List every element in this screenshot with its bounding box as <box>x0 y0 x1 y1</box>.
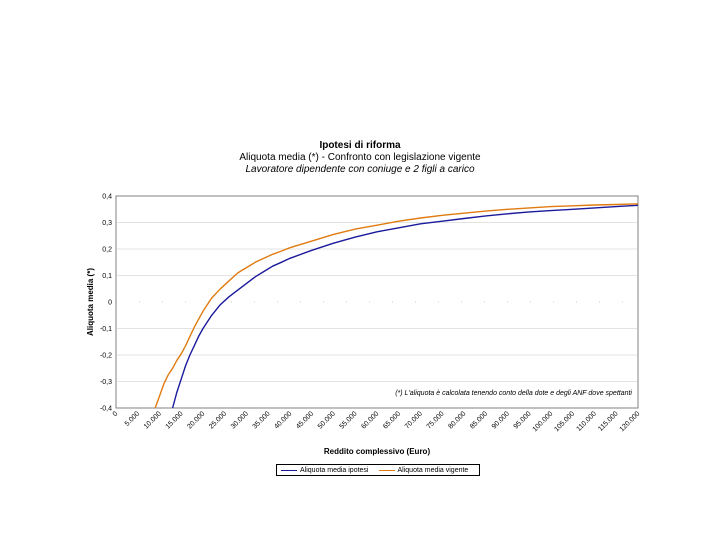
legend-label-ipotesi: Aliquota media ipotesi <box>300 466 369 474</box>
x-tick-label: 95.000 <box>513 410 533 430</box>
x-tick-label: 45.000 <box>295 410 315 430</box>
legend-label-vigente: Aliquota media vigente <box>397 466 469 474</box>
chart-subtitle-2: Lavoratore dipendente con coniuge e 2 fi… <box>245 164 475 175</box>
x-tick-label: 55.000 <box>339 410 359 430</box>
x-tick-label: 25.000 <box>208 410 228 430</box>
y-tick-label: -0,1 <box>100 326 112 333</box>
x-tick-label: 5.000 <box>124 410 141 427</box>
series-line-ipotesi <box>171 204 639 409</box>
x-tick-label: 115.000 <box>597 410 620 433</box>
legend-line-vigente-icon <box>378 469 395 471</box>
x-tick-label: 30.000 <box>230 410 250 430</box>
y-tick-label: 0,4 <box>102 194 112 201</box>
y-tick-label: -0,4 <box>100 406 112 413</box>
chart-annotation: (*) L'aliquota è calcolata tenendo conto… <box>395 390 632 397</box>
series-line-vigente <box>154 203 639 409</box>
x-tick-label: 90.000 <box>491 410 511 430</box>
x-tick-label: 0 <box>112 410 120 418</box>
y-tick-label: -0,2 <box>100 353 112 360</box>
x-tick-label: 40.000 <box>273 410 293 430</box>
x-tick-label: 70.000 <box>404 410 424 430</box>
legend-line-ipotesi-icon <box>281 469 297 471</box>
x-tick-label: 20.000 <box>186 410 206 430</box>
x-tick-label: 105.000 <box>553 410 576 433</box>
y-tick-label: 0,1 <box>102 273 112 280</box>
x-tick-label: 50.000 <box>317 410 337 430</box>
x-tick-label: 15.000 <box>165 410 185 430</box>
y-axis-label: Aliquota media (*) <box>86 268 95 336</box>
x-tick-label: 110.000 <box>575 410 598 433</box>
chart-subtitle: Aliquota media (*) - Confronto con legis… <box>239 152 481 163</box>
x-tick-label: 85.000 <box>469 410 489 430</box>
legend-item-ipotesi: Aliquota media ipotesi <box>281 467 369 474</box>
x-tick-label: 60.000 <box>360 410 380 430</box>
x-tick-label: 10.000 <box>143 410 163 430</box>
x-tick-label: 80.000 <box>447 410 467 430</box>
x-tick-label: 65.000 <box>382 410 402 430</box>
y-tick-label: 0,3 <box>102 220 112 227</box>
x-tick-label: 75.000 <box>426 410 446 430</box>
chart-title: Ipotesi di riforma <box>319 140 401 151</box>
legend-item-vigente: Aliquota media vigente <box>378 466 469 474</box>
y-tick-label: 0,2 <box>102 247 112 254</box>
y-tick-label: 0 <box>108 300 112 307</box>
x-tick-label: 100.000 <box>532 410 555 433</box>
y-tick-label: -0,3 <box>100 379 112 386</box>
x-tick-label: 35.000 <box>252 410 272 430</box>
plot-area <box>115 195 639 409</box>
x-tick-label: 120.000 <box>619 410 642 433</box>
x-axis-label: Reddito complessivo (Euro) <box>324 447 431 456</box>
chart-legend: Aliquota media ipotesi Aliquota media vi… <box>276 464 480 476</box>
